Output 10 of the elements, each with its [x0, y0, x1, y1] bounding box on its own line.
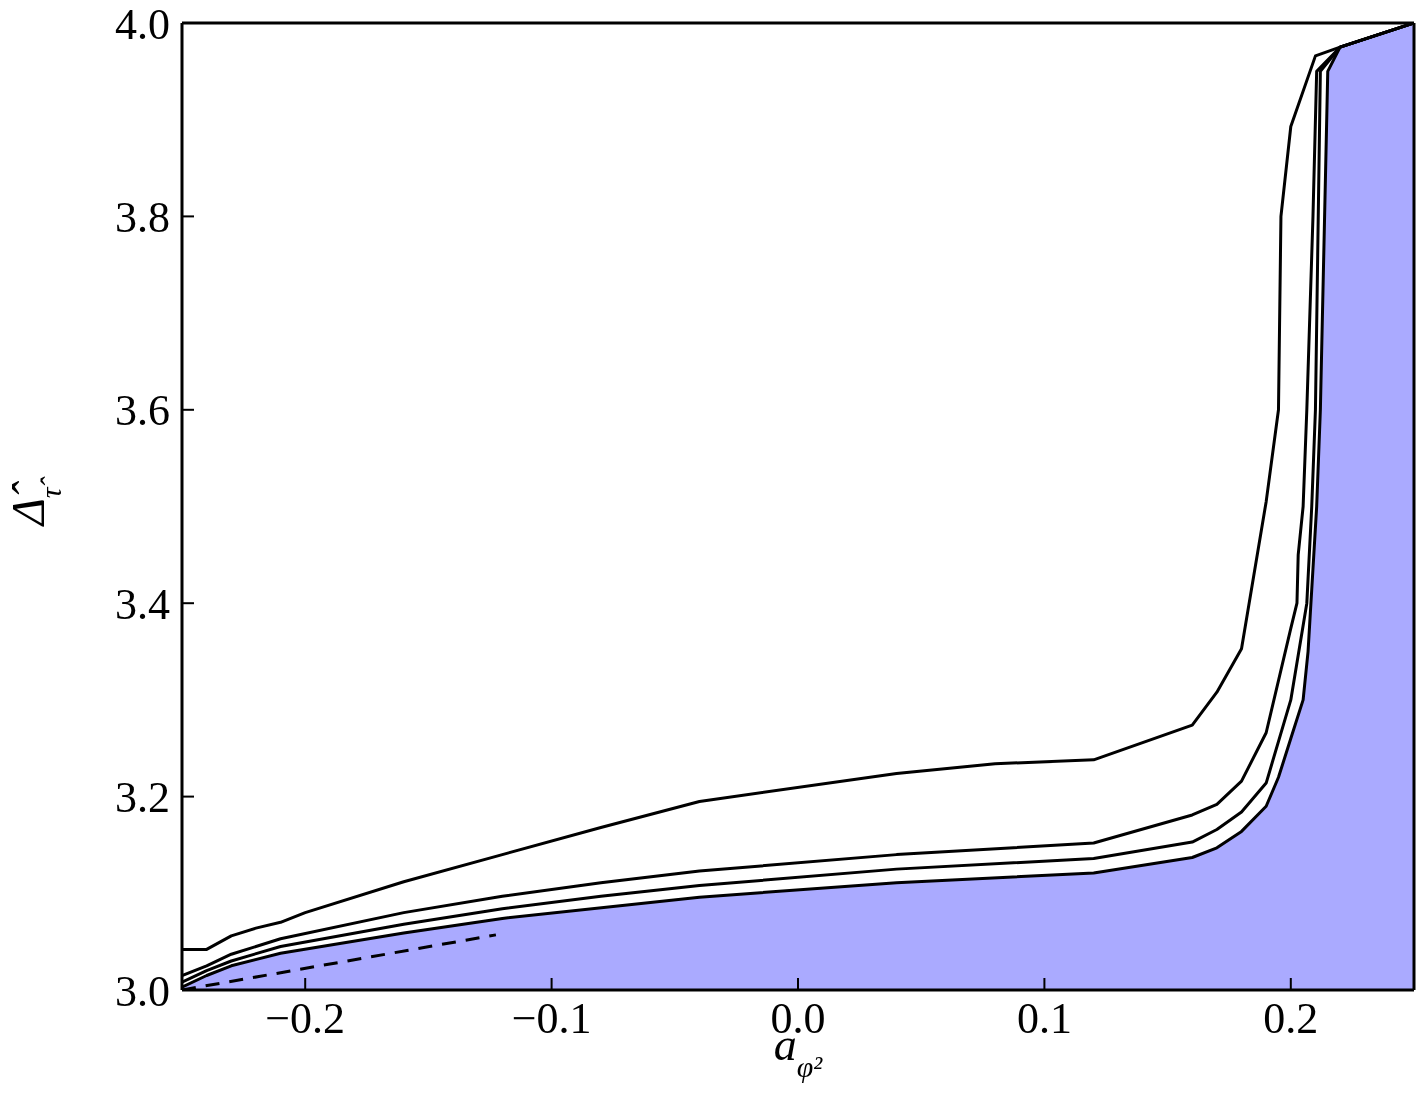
y-tick-label: 3.8: [115, 193, 170, 243]
y-tick-label: 3.6: [115, 386, 170, 436]
y-tick-label: 3.0: [115, 966, 170, 1016]
y-tick-label: 4.0: [115, 0, 170, 49]
x-tick-label: 0.1: [1016, 994, 1072, 1044]
y-tick-label: 3.4: [115, 579, 170, 629]
x-tick-label: −0.1: [511, 994, 592, 1044]
y-tick-label: 3.2: [115, 773, 170, 823]
x-tick-label: −0.2: [265, 994, 346, 1044]
x-tick-label: 0.2: [1263, 994, 1319, 1044]
